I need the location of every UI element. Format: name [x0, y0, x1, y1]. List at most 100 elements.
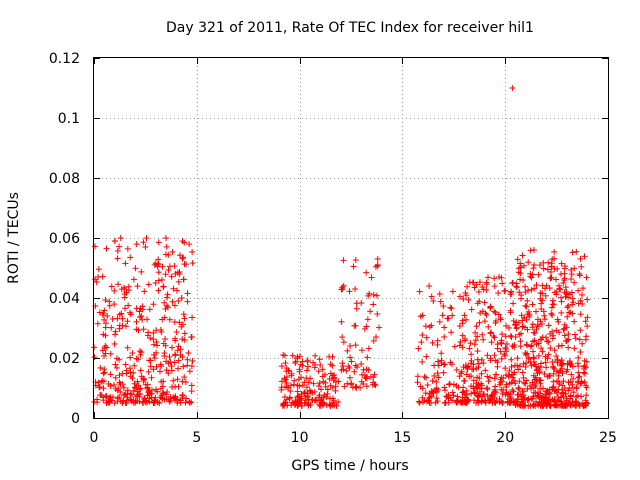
data-point	[189, 314, 196, 321]
data-point	[553, 353, 560, 360]
data-point	[175, 357, 182, 364]
data-point	[426, 283, 433, 289]
data-point	[503, 381, 510, 388]
data-point	[289, 352, 296, 359]
data-point	[116, 372, 123, 379]
data-point	[572, 331, 579, 338]
data-point	[497, 348, 504, 355]
data-point	[553, 389, 560, 396]
data-point	[465, 363, 472, 370]
data-point	[415, 345, 422, 352]
data-point	[419, 332, 426, 339]
data-point	[434, 370, 441, 377]
data-point	[524, 297, 531, 304]
data-point	[526, 311, 533, 318]
data-point	[532, 402, 539, 409]
data-point	[181, 315, 188, 322]
data-point	[550, 301, 557, 308]
data-point	[278, 378, 285, 385]
data-point	[516, 331, 523, 338]
data-point	[513, 284, 520, 291]
data-point	[282, 360, 289, 367]
data-point	[292, 358, 299, 365]
data-point	[310, 380, 317, 387]
data-point	[439, 312, 446, 319]
data-point	[340, 366, 347, 373]
data-point	[107, 383, 114, 390]
data-point	[316, 356, 323, 363]
data-point	[114, 315, 121, 322]
data-point	[565, 331, 572, 338]
y-axis-label: ROTI / TECUs	[6, 192, 22, 284]
data-point	[150, 341, 157, 348]
data-point	[506, 367, 513, 374]
data-point	[569, 363, 576, 370]
data-point	[155, 287, 162, 294]
data-point	[374, 310, 381, 317]
data-point	[478, 398, 485, 405]
data-point	[122, 323, 129, 330]
data-point	[145, 281, 152, 288]
data-point	[320, 402, 327, 409]
data-point	[154, 263, 161, 270]
data-point	[447, 304, 454, 311]
data-point	[414, 379, 421, 386]
data-point	[584, 323, 591, 330]
data-point	[144, 316, 151, 323]
data-point	[151, 355, 158, 362]
data-point	[508, 363, 515, 370]
data-point	[150, 301, 157, 308]
data-point	[153, 339, 160, 346]
data-point	[560, 279, 567, 286]
data-point	[287, 388, 294, 395]
data-point	[565, 294, 572, 301]
data-point	[299, 362, 306, 369]
data-point	[130, 369, 137, 376]
data-point	[130, 276, 137, 283]
data-point	[491, 308, 498, 315]
data-point	[374, 256, 381, 262]
data-point	[583, 392, 590, 399]
data-point	[460, 388, 467, 395]
data-point	[442, 387, 449, 394]
data-point	[157, 326, 164, 333]
data-point	[315, 383, 322, 390]
data-point	[173, 287, 180, 294]
data-point	[319, 373, 326, 380]
data-point	[301, 390, 308, 397]
data-point	[124, 318, 131, 325]
x-tick-label: 10	[291, 430, 309, 446]
data-point	[298, 403, 305, 409]
data-point	[140, 326, 147, 333]
data-point	[564, 337, 571, 344]
data-point	[281, 402, 288, 409]
data-point	[350, 263, 357, 270]
data-point	[565, 302, 572, 309]
data-point	[330, 377, 337, 384]
data-point	[557, 393, 564, 400]
data-point	[312, 396, 319, 403]
data-point	[331, 402, 338, 409]
data-point	[484, 392, 491, 399]
data-point	[339, 334, 346, 341]
data-point	[422, 323, 429, 330]
data-point	[535, 340, 542, 347]
data-point	[122, 361, 129, 368]
data-point	[141, 288, 148, 295]
data-point	[171, 262, 178, 269]
data-point	[171, 302, 178, 309]
data-point	[99, 311, 106, 318]
data-point	[161, 396, 168, 403]
data-point	[152, 386, 159, 393]
data-point	[444, 315, 451, 322]
data-point	[340, 257, 347, 264]
data-point	[537, 377, 544, 384]
data-point	[179, 255, 186, 262]
data-point	[561, 325, 568, 332]
data-point	[113, 364, 120, 371]
data-point	[482, 367, 489, 374]
y-tick-label: 0.06	[49, 231, 80, 247]
data-point	[484, 373, 491, 380]
data-point	[499, 390, 506, 397]
data-point	[472, 337, 479, 344]
